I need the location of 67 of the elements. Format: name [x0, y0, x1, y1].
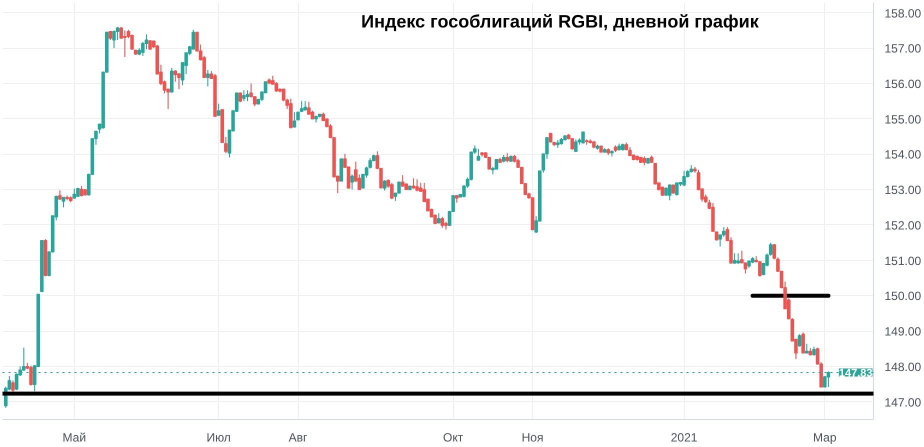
y-tick-label: 148.00 [884, 360, 922, 374]
candlestick [274, 82, 278, 92]
x-tick-label: Май [62, 430, 86, 444]
candlestick [242, 90, 246, 102]
candlestick [732, 252, 736, 264]
candlestick [192, 29, 196, 50]
candlestick [660, 186, 664, 196]
candlestick [574, 138, 578, 153]
text: Индекс гособлигаций RGBI, дневной график [361, 11, 760, 32]
candlestick [307, 101, 311, 116]
x-tick-label: Авг [288, 430, 308, 444]
y-tick-label: 157.00 [884, 42, 922, 56]
candlestick [798, 334, 802, 348]
y-tick-label: 149.00 [884, 324, 922, 339]
y-tick-label: 155.00 [884, 112, 922, 126]
y-tick-label: 152.00 [884, 218, 922, 232]
x-tick-label: Мар [813, 430, 837, 444]
candlestick [400, 174, 404, 188]
candlestick [22, 347, 26, 372]
candlestick [736, 252, 740, 264]
y-tick-label: 156.00 [884, 76, 922, 91]
candlestick [170, 67, 174, 94]
candlestick [216, 103, 220, 116]
candlestick [11, 380, 15, 392]
candlestick [675, 182, 679, 196]
candlestick [744, 262, 748, 274]
candlestick [487, 156, 491, 170]
candlestick [682, 170, 686, 187]
candlestick [801, 332, 805, 354]
x-tick-label: 2021 [670, 430, 698, 444]
y-tick-label: 151.00 [884, 254, 922, 268]
candlestick [206, 70, 210, 87]
candlestick [29, 365, 33, 386]
candlestick [758, 260, 762, 278]
candlestick [350, 174, 354, 190]
ref-line-label: 147.83 [838, 367, 873, 380]
candlestick [112, 30, 116, 49]
x-tick-label: Июл [206, 430, 231, 444]
candlestick [238, 92, 242, 103]
candlestick [415, 178, 419, 192]
candlestick [382, 180, 386, 192]
candlestick [58, 190, 62, 200]
candlestick [581, 131, 585, 144]
candlestick [72, 188, 76, 200]
candlestick [412, 178, 416, 190]
y-tick-label: 147.00 [884, 395, 922, 410]
candlestick [722, 226, 726, 238]
y-tick-label: 153.00 [884, 183, 922, 198]
candlestick [303, 100, 307, 111]
x-tick-label: Окт [443, 430, 464, 444]
y-tick-label: 154.00 [884, 148, 922, 162]
candlestick [123, 30, 127, 58]
candlestick [340, 158, 344, 182]
y-tick-label: 158.00 [884, 6, 922, 20]
candlestick [506, 152, 510, 163]
candlestick [668, 184, 672, 201]
candlestick [440, 216, 444, 228]
y-tick-label: 150.00 [884, 289, 922, 304]
candlestick [390, 182, 394, 200]
candlestick [80, 186, 84, 197]
candlestick [397, 181, 401, 194]
candlestick [62, 196, 66, 208]
candlestick [292, 112, 296, 128]
candlestick [177, 72, 181, 90]
candlestick [804, 343, 809, 354]
candlestick [246, 90, 250, 102]
x-tick-label: Ноя [522, 430, 544, 444]
